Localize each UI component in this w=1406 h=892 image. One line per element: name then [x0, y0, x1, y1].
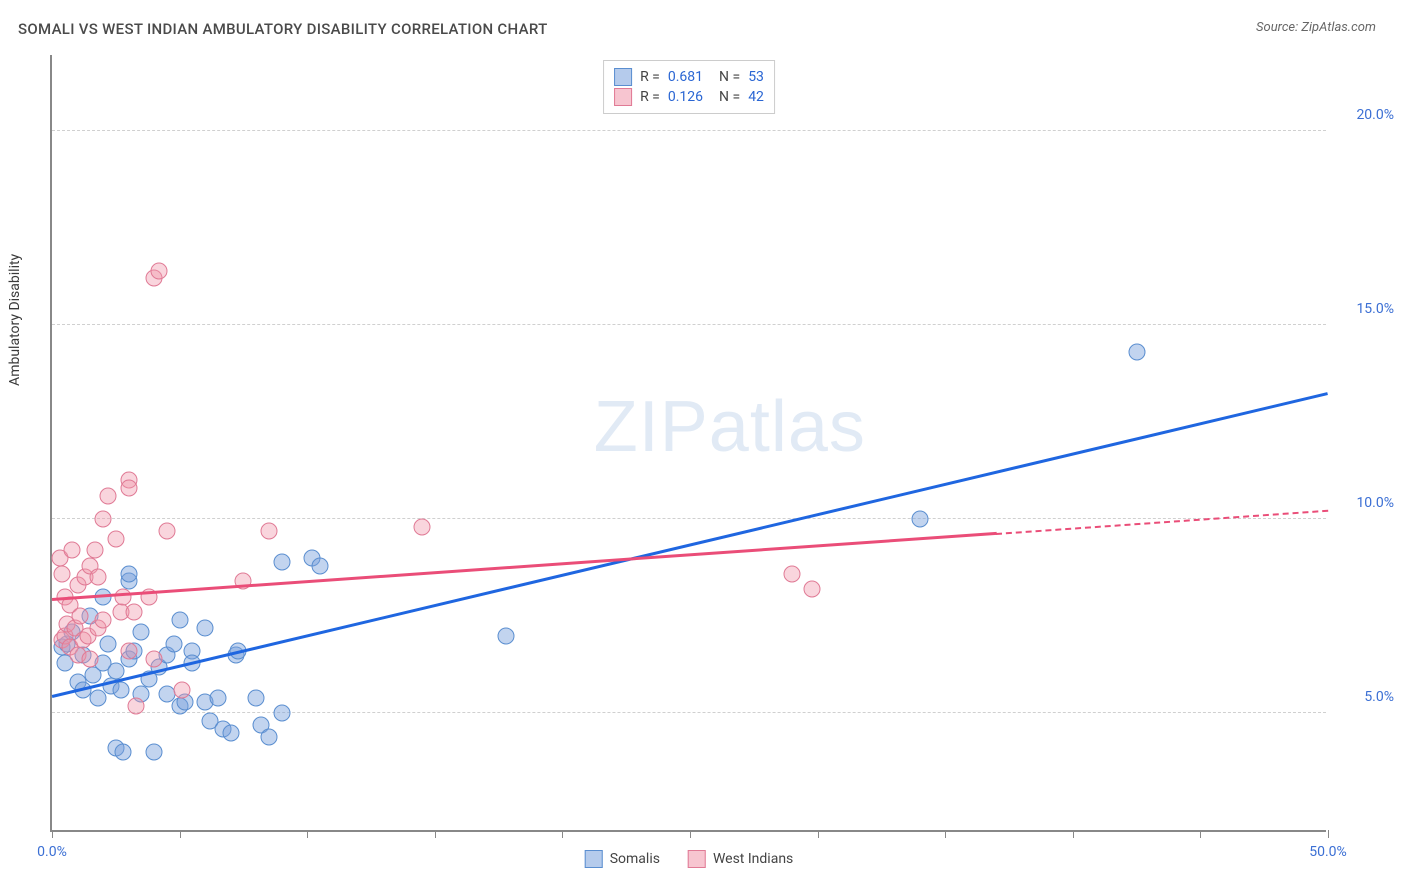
data-point: [82, 651, 99, 668]
data-point: [100, 635, 117, 652]
x-tick: [435, 830, 436, 838]
data-point: [174, 682, 191, 699]
legend-item-somalis: Somalis: [585, 850, 660, 868]
data-point: [128, 697, 145, 714]
data-point: [209, 689, 226, 706]
r-value-pink: 0.126: [668, 89, 703, 105]
data-point: [260, 522, 277, 539]
watermark-atlas: atlas: [709, 387, 866, 467]
y-tick-label: 15.0%: [1334, 301, 1394, 317]
data-point: [95, 612, 112, 629]
data-point: [166, 635, 183, 652]
x-tick: [307, 830, 308, 838]
data-point: [125, 604, 142, 621]
data-point: [115, 588, 132, 605]
data-point: [151, 262, 168, 279]
data-point: [95, 511, 112, 528]
y-axis-label: Ambulatory Disability: [7, 253, 23, 385]
y-tick-label: 20.0%: [1334, 107, 1394, 123]
data-point: [197, 619, 214, 636]
x-tick: [690, 830, 691, 838]
x-tick: [1073, 830, 1074, 838]
data-point: [171, 612, 188, 629]
r-label: R =: [640, 89, 660, 105]
watermark: ZIPatlas: [594, 386, 866, 468]
x-tick: [1328, 830, 1329, 838]
data-point: [112, 682, 129, 699]
swatch-pink-icon: [614, 88, 632, 106]
data-point: [115, 744, 132, 761]
y-tick-label: 10.0%: [1334, 495, 1394, 511]
data-point: [273, 705, 290, 722]
n-label: N =: [719, 89, 740, 105]
data-point: [260, 728, 277, 745]
stat-legend: R = 0.681 N = 53 R = 0.126 N = 42: [603, 60, 775, 114]
trend-line: [52, 532, 996, 601]
data-point: [146, 651, 163, 668]
data-point: [100, 487, 117, 504]
data-point: [89, 569, 106, 586]
data-point: [72, 608, 89, 625]
data-point: [1128, 344, 1145, 361]
data-point: [107, 530, 124, 547]
data-point: [804, 581, 821, 598]
x-tick: [818, 830, 819, 838]
data-point: [311, 557, 328, 574]
data-point: [120, 643, 137, 660]
r-value-blue: 0.681: [668, 69, 703, 85]
trend-line: [52, 392, 1329, 697]
data-point: [158, 522, 175, 539]
gridline: [52, 130, 1326, 131]
n-value-blue: 53: [748, 69, 764, 85]
data-point: [784, 565, 801, 582]
x-tick-label: 0.0%: [37, 844, 67, 860]
source-label: Source: ZipAtlas.com: [1256, 20, 1376, 35]
gridline: [52, 324, 1326, 325]
stat-row-blue: R = 0.681 N = 53: [614, 67, 764, 87]
n-label: N =: [719, 69, 740, 85]
trend-line-dashed: [996, 509, 1328, 534]
data-point: [87, 542, 104, 559]
data-point: [133, 623, 150, 640]
data-point: [222, 724, 239, 741]
plot-region: ZIPatlas R = 0.681 N = 53 R = 0.126 N = …: [50, 55, 1326, 832]
legend-label-a: Somalis: [610, 851, 660, 867]
gridline: [52, 518, 1326, 519]
chart-area: Ambulatory Disability ZIPatlas R = 0.681…: [50, 55, 1326, 832]
x-tick: [180, 830, 181, 838]
chart-title: SOMALI VS WEST INDIAN AMBULATORY DISABIL…: [18, 20, 548, 38]
r-label: R =: [640, 69, 660, 85]
swatch-pink-icon: [688, 850, 706, 868]
data-point: [498, 627, 515, 644]
data-point: [414, 518, 431, 535]
x-tick-label: 50.0%: [1309, 844, 1347, 860]
x-tick: [945, 830, 946, 838]
bottom-legend: Somalis West Indians: [585, 850, 794, 868]
swatch-blue-icon: [614, 68, 632, 86]
data-point: [120, 565, 137, 582]
swatch-blue-icon: [585, 850, 603, 868]
x-tick: [52, 830, 53, 838]
watermark-zip: ZIP: [594, 387, 709, 467]
legend-label-b: West Indians: [713, 851, 793, 867]
n-value-pink: 42: [748, 89, 764, 105]
data-point: [273, 553, 290, 570]
stat-row-pink: R = 0.126 N = 42: [614, 87, 764, 107]
data-point: [54, 565, 71, 582]
data-point: [146, 744, 163, 761]
data-point: [64, 542, 81, 559]
x-tick: [1200, 830, 1201, 838]
gridline: [52, 712, 1326, 713]
legend-item-westindians: West Indians: [688, 850, 793, 868]
data-point: [248, 689, 265, 706]
data-point: [120, 480, 137, 497]
data-point: [911, 511, 928, 528]
y-tick-label: 5.0%: [1334, 689, 1394, 705]
x-tick: [562, 830, 563, 838]
